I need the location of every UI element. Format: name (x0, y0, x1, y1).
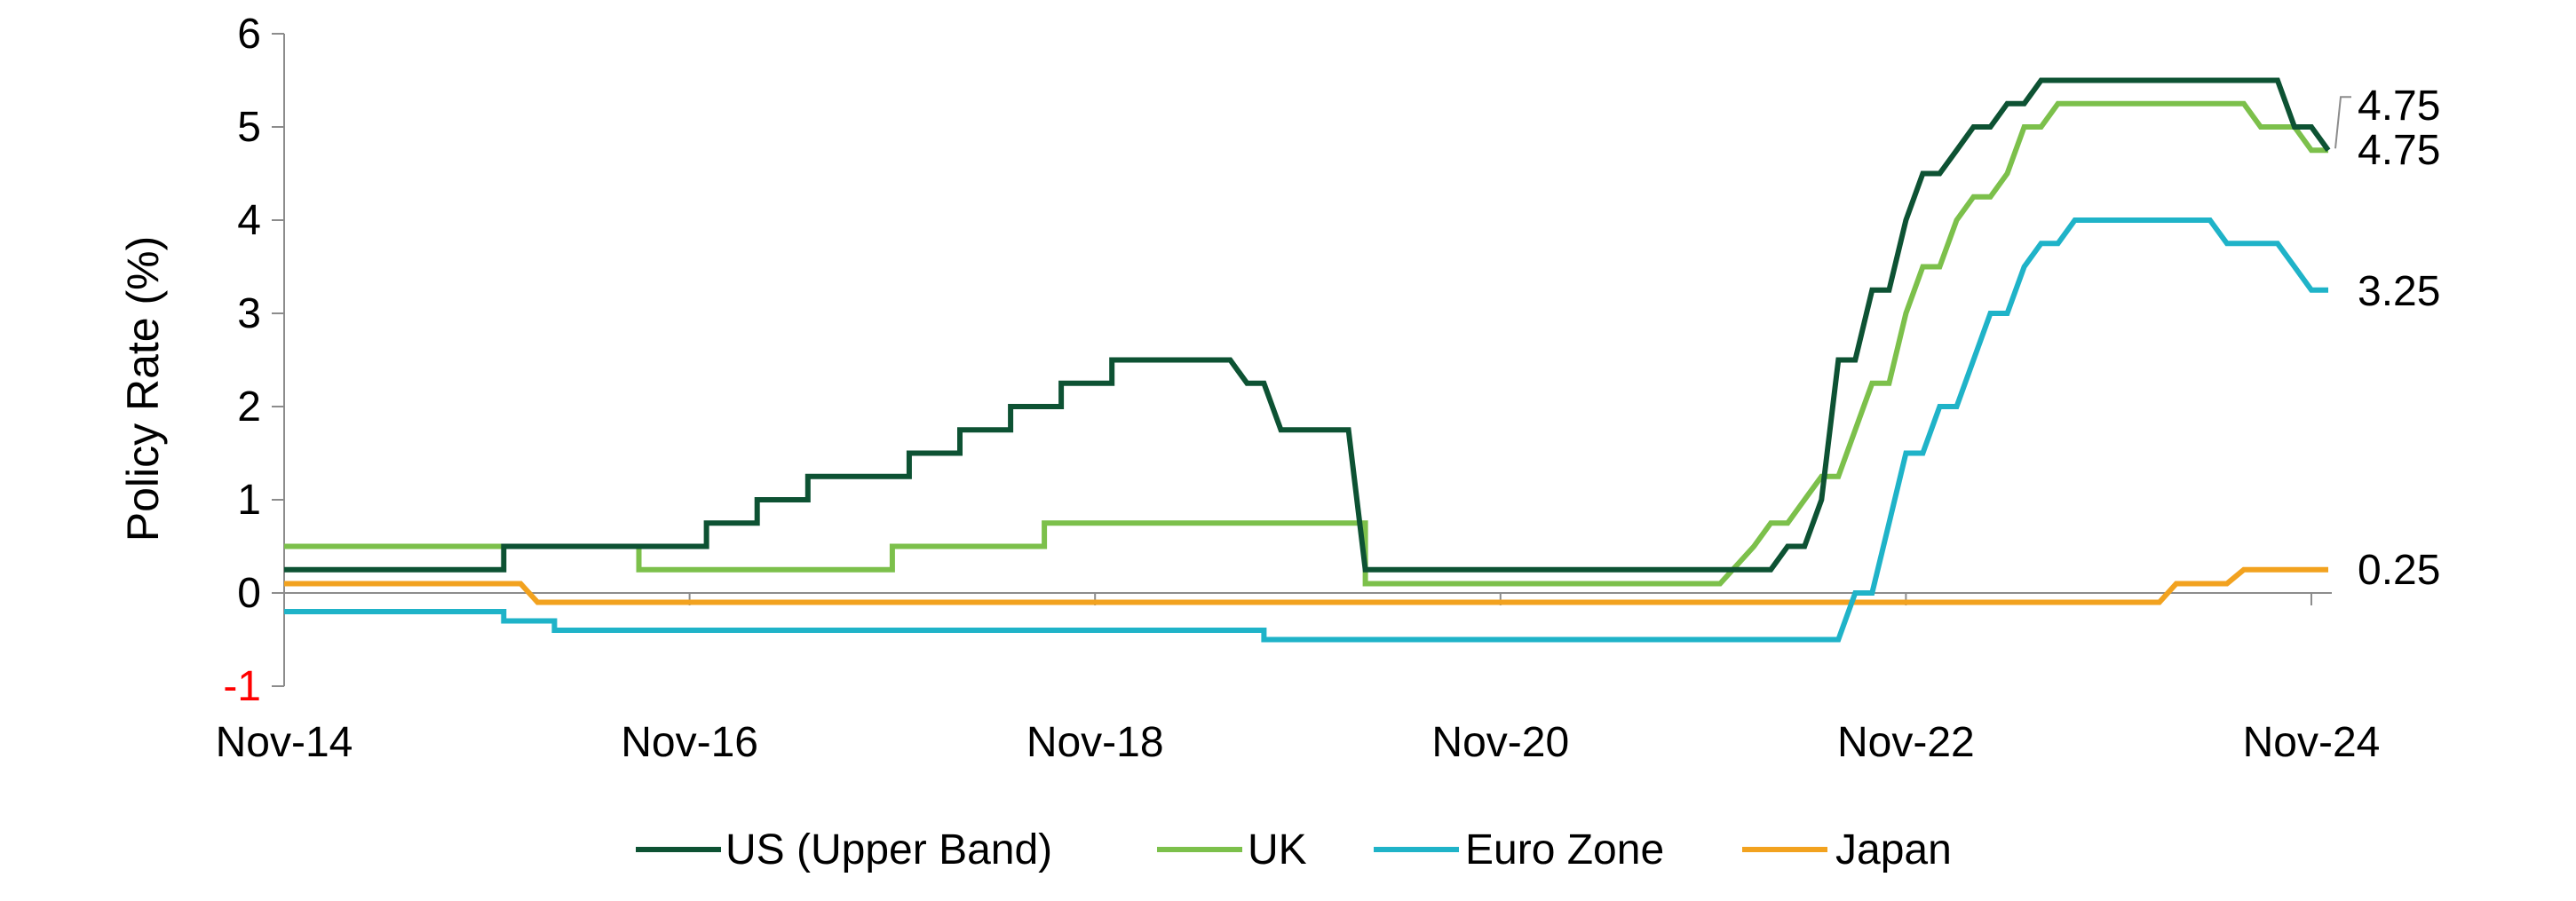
y-tick-label: 3 (237, 290, 261, 337)
series-line-euro-zone (284, 217, 2328, 643)
y-tick-label: -1 (223, 663, 261, 710)
x-tick-label: Nov-22 (1837, 719, 1975, 766)
end-labels: 4.754.75 3.25 0.25 (2334, 83, 2440, 594)
legend-label: Euro Zone (1465, 826, 1664, 873)
us-label-leader (2334, 96, 2351, 149)
series-line-uk (284, 100, 2328, 587)
y-tick-label: 0 (237, 570, 261, 617)
x-tick-label: Nov-18 (1026, 719, 1164, 766)
y-tick-label: 5 (237, 104, 261, 151)
series-line-us-upper-band (284, 77, 2331, 573)
end-value-label: 3.25 (2358, 268, 2440, 315)
y-axis-label: Policy Rate (%) (118, 236, 168, 542)
axes: -1 0 1 2 3 4 5 6 Nov-14 Nov-16 Nov-18 Nov-20 Nov-22 N… (216, 11, 2381, 766)
end-value-label: 4.75 (2358, 83, 2440, 130)
legend-label: US (Upper Band) (725, 826, 1052, 873)
x-tick-label: Nov-20 (1431, 719, 1569, 766)
y-tick-label: 4 (237, 197, 261, 244)
x-tick-label: Nov-14 (216, 719, 353, 766)
y-tick-label: 6 (237, 11, 261, 58)
legend-label: Japan (1835, 826, 1952, 873)
series-lines (284, 77, 2331, 643)
series-line-japan (284, 566, 2328, 605)
legend: US (Upper Band) UK Euro Zone Japan (636, 826, 1952, 873)
x-tick-label: Nov-24 (2243, 719, 2381, 766)
x-tick-label: Nov-16 (621, 719, 758, 766)
end-value-label: 4.75 (2358, 127, 2440, 174)
legend-label: UK (1248, 826, 1307, 873)
y-tick-label: 2 (237, 383, 261, 431)
end-value-label: 0.25 (2358, 547, 2440, 594)
y-tick-label: 1 (237, 477, 261, 524)
